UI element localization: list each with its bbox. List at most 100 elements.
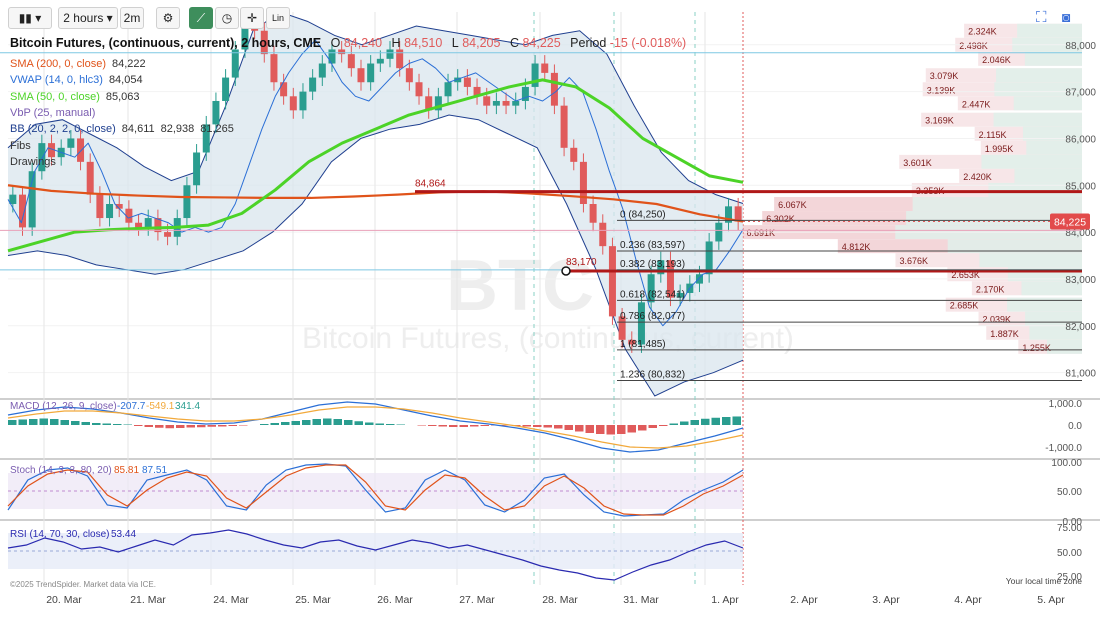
y-tick-label: 86,000 bbox=[1065, 134, 1096, 145]
candle-body bbox=[318, 63, 326, 78]
candle-body bbox=[202, 124, 210, 153]
macd-histogram-bar bbox=[344, 420, 353, 425]
volume-profile-label: 2.039K bbox=[983, 315, 1012, 325]
legend-item[interactable]: SMA (200, 0, close) 84,222 bbox=[10, 57, 146, 71]
legend-label: SMA (200, 0, close) bbox=[10, 58, 106, 70]
macd-histogram-bar bbox=[449, 425, 458, 427]
candle-body bbox=[666, 260, 674, 298]
legend-value: 81,265 bbox=[200, 123, 234, 136]
sub-interval-button[interactable]: 2m bbox=[120, 7, 144, 29]
candle-body bbox=[579, 161, 587, 204]
macd-histogram-bar bbox=[207, 425, 216, 427]
legend-label: Fibs bbox=[10, 139, 31, 152]
legend-item[interactable]: BB (20, 2, 2, 0, close) 84,611 82,938 81,26… bbox=[10, 122, 234, 136]
macd-histogram-bar bbox=[113, 424, 122, 425]
candle-body bbox=[483, 96, 491, 106]
candle-body bbox=[695, 274, 703, 284]
macd-histogram-bar bbox=[134, 425, 143, 426]
legend-item[interactable]: SMA (50, 0, close) 85,063 bbox=[10, 90, 140, 104]
interval-value: 2 hours bbox=[63, 11, 104, 25]
volume-profile-bar-buy bbox=[1026, 140, 1082, 155]
candle-body bbox=[589, 204, 597, 223]
candle-body bbox=[154, 218, 162, 233]
rsi-y-tick: 50.00 bbox=[1057, 548, 1082, 559]
candle-body bbox=[512, 100, 520, 106]
legend-item[interactable]: Drawings bbox=[10, 155, 56, 169]
timezone-label: Your local time zone bbox=[1006, 576, 1083, 586]
macd-histogram-bar bbox=[375, 423, 384, 425]
chart-type-button[interactable]: ▮▮ ▾ bbox=[8, 7, 52, 29]
volume-profile-bar-buy bbox=[981, 154, 1082, 169]
y-tick-label: 84,000 bbox=[1065, 228, 1096, 239]
volume-profile-label: 2.046K bbox=[982, 55, 1011, 65]
volume-profile-bar-buy bbox=[994, 82, 1082, 97]
candle-body bbox=[724, 206, 732, 223]
x-tick-label: 3. Apr bbox=[872, 594, 900, 606]
macd-histogram-bar bbox=[302, 420, 311, 425]
candle-body bbox=[618, 316, 626, 340]
macd-histogram-bar bbox=[186, 425, 195, 428]
macd-histogram-bar bbox=[690, 420, 699, 425]
drawing-tool-icon[interactable]: ⟋ bbox=[189, 7, 213, 29]
macd-histogram-bar bbox=[39, 418, 48, 425]
macd-histogram-bar bbox=[81, 422, 90, 425]
close-value: 84,225 bbox=[522, 36, 561, 50]
candle-body bbox=[570, 147, 578, 162]
candle-body bbox=[444, 82, 452, 97]
candle-body bbox=[657, 260, 665, 275]
macd-histogram-bar bbox=[711, 417, 720, 425]
camera-icon[interactable]: ◙ bbox=[1062, 9, 1071, 25]
interval-select[interactable]: 2 hours ▾ bbox=[58, 7, 118, 29]
panel-divider bbox=[0, 398, 1100, 400]
legend-label: SMA (50, 0, close) bbox=[10, 90, 100, 103]
volume-profile-bar-buy bbox=[947, 239, 1082, 254]
settings-gear-icon[interactable]: ⚙ bbox=[156, 7, 180, 29]
crosshair-icon[interactable]: ✛ bbox=[240, 7, 264, 29]
volume-profile-label: 6.691K bbox=[746, 228, 775, 238]
candle-body bbox=[309, 77, 317, 92]
candle-body bbox=[386, 49, 394, 59]
candle-body bbox=[347, 54, 355, 69]
fib-level-label: 0.236 (83,597) bbox=[620, 240, 685, 251]
macd-histogram-bar bbox=[627, 425, 636, 433]
volume-profile-label: 3.601K bbox=[903, 158, 932, 168]
volume-profile-label: 3.079K bbox=[930, 71, 959, 81]
macd-histogram-bar bbox=[480, 425, 489, 426]
volume-profile-bar-buy bbox=[912, 197, 1082, 211]
macd-histogram-bar bbox=[722, 417, 731, 425]
macd-histogram-bar bbox=[617, 425, 626, 434]
last-price-badge bbox=[1050, 213, 1090, 230]
fib-level-label: 0.786 (82,077) bbox=[620, 311, 685, 322]
y-tick-label: 81,000 bbox=[1065, 369, 1096, 380]
candle-body bbox=[367, 63, 375, 83]
candle-body bbox=[193, 152, 201, 186]
candle-body bbox=[734, 206, 742, 222]
candle-body bbox=[415, 82, 423, 97]
fullscreen-icon[interactable]: ⛶ bbox=[1036, 9, 1047, 26]
clock-icon[interactable]: ◷ bbox=[215, 7, 239, 29]
candle-body bbox=[705, 241, 713, 275]
macd-histogram-value: 341.4 bbox=[175, 401, 200, 412]
rsi-y-tick: 25.00 bbox=[1057, 572, 1082, 583]
macd-histogram-bar bbox=[522, 425, 531, 427]
legend-label: VbP (25, manual) bbox=[10, 106, 96, 119]
candle-body bbox=[376, 58, 384, 64]
macd-histogram-bar bbox=[585, 425, 594, 433]
candle-body bbox=[328, 49, 336, 64]
macd-histogram-bar bbox=[123, 424, 132, 425]
rsi-value: 53.44 bbox=[111, 529, 136, 540]
macd-histogram-bar bbox=[281, 422, 290, 425]
sma50-line bbox=[7, 78, 744, 253]
legend-item[interactable]: VWAP (14, 0, hlc3) 84,054 bbox=[10, 73, 143, 87]
open-value: 84,240 bbox=[343, 36, 383, 50]
macd-histogram-bar bbox=[239, 425, 248, 426]
volume-profile-label: 6.302K bbox=[766, 214, 795, 224]
legend-item[interactable]: VbP (25, manual) bbox=[10, 106, 95, 120]
stoch-y-tick: 100.00 bbox=[1051, 458, 1082, 469]
rsi-line bbox=[7, 529, 744, 581]
legend-item[interactable]: Fibs bbox=[10, 139, 31, 153]
sma200-line bbox=[7, 184, 744, 223]
scale-button[interactable]: Lin bbox=[266, 7, 290, 29]
candle-body bbox=[715, 222, 723, 242]
